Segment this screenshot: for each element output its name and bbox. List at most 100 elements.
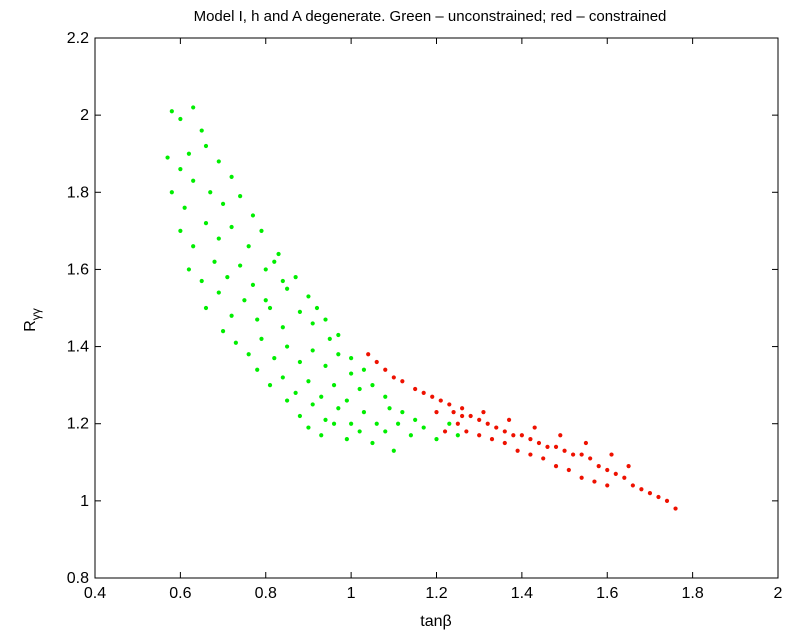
scatter-point-s0-47 [233, 340, 238, 345]
scatter-point-s1-19 [528, 437, 533, 442]
y-axis-label-sub: γγ [29, 308, 43, 320]
scatter-point-s0-67 [370, 383, 375, 388]
scatter-point-s0-54 [323, 363, 328, 368]
x-tick-label-1: 0.6 [169, 585, 191, 602]
scatter-point-s0-39 [255, 317, 260, 322]
scatter-point-s1-30 [622, 475, 627, 480]
scatter-point-s0-65 [344, 398, 349, 403]
scatter-point-s0-87 [395, 421, 401, 426]
scatter-point-s0-1 [178, 116, 183, 122]
scatter-point-s1-21 [545, 444, 550, 449]
y-tick-label-7: 2.2 [67, 30, 89, 47]
scatter-point-s1-20 [536, 440, 542, 446]
scatter-point-s0-5 [178, 167, 183, 172]
scatter-point-s0-58 [255, 367, 260, 372]
scatter-point-s1-42 [502, 440, 507, 446]
y-axis-label-main: R [22, 320, 39, 332]
scatter-point-s1-3 [391, 375, 396, 380]
scatter-point-s1-29 [613, 471, 618, 476]
scatter-point-s0-68 [383, 394, 388, 399]
scatter-point-s0-60 [280, 375, 285, 380]
scatter-point-s0-61 [293, 390, 298, 395]
scatter-point-s1-6 [421, 390, 426, 395]
scatter-point-s0-89 [421, 425, 426, 430]
scatter-point-s1-51 [434, 410, 439, 415]
scatter-point-s0-18 [191, 244, 196, 249]
scatter-point-s1-25 [579, 452, 584, 457]
scatter-point-s0-66 [357, 386, 362, 392]
scatter-point-s0-80 [306, 425, 311, 430]
scatter-point-s0-73 [336, 406, 341, 411]
scatter-point-s1-56 [558, 433, 563, 438]
scatter-point-s0-71 [310, 402, 315, 407]
scatter-point-s0-4 [165, 155, 170, 160]
scatter-point-s1-5 [413, 386, 418, 392]
scatter-point-s0-79 [413, 417, 418, 422]
scatter-point-s0-0 [169, 109, 174, 114]
scatter-point-s0-53 [310, 348, 315, 353]
scatter-point-s1-18 [519, 433, 524, 438]
scatter-point-s1-40 [477, 433, 482, 438]
scatter-point-s1-22 [553, 444, 559, 449]
scatter-point-s1-55 [532, 425, 537, 430]
scatter-point-s0-77 [387, 406, 392, 411]
scatter-point-s0-95 [272, 259, 277, 264]
y-tick-label-3: 1.4 [67, 339, 89, 356]
scatter-point-s0-40 [267, 305, 273, 311]
scatter-point-s0-23 [259, 228, 264, 233]
scatter-point-s0-27 [212, 259, 217, 264]
scatter-point-s0-88 [408, 433, 413, 438]
scatter-point-s1-1 [374, 359, 379, 365]
scatter-point-s1-38 [455, 421, 460, 426]
scatter-point-s0-28 [225, 275, 230, 280]
scatter-point-s0-78 [400, 410, 405, 415]
scatter-point-s0-15 [238, 194, 243, 199]
scatter-point-s1-34 [656, 494, 661, 500]
scatter-point-s0-45 [336, 332, 341, 338]
scatter-point-s0-74 [349, 421, 354, 426]
scatter-point-s0-83 [344, 437, 349, 442]
scatter-point-s1-16 [502, 429, 507, 434]
scatter-point-s1-44 [528, 452, 533, 457]
y-tick-label-0: 0.8 [67, 570, 89, 587]
x-tick-label-7: 1.8 [682, 585, 704, 602]
x-tick-label-8: 2 [774, 585, 783, 602]
scatter-point-s0-76 [374, 421, 379, 426]
scatter-point-s0-42 [297, 309, 302, 314]
scatter-point-s0-52 [297, 359, 302, 365]
scatter-point-s1-2 [383, 367, 388, 372]
scatter-point-s0-94 [263, 298, 268, 303]
scatter-point-s0-50 [272, 356, 277, 361]
x-tick-label-0: 0.4 [84, 585, 106, 602]
scatter-point-s0-48 [246, 352, 251, 357]
scatter-point-s0-31 [263, 267, 268, 272]
scatter-point-s1-35 [664, 498, 670, 503]
scatter-point-s0-6 [186, 151, 192, 156]
x-tick-label-3: 1 [347, 585, 356, 602]
scatter-point-s0-29 [238, 263, 243, 268]
scatter-point-s0-90 [391, 448, 396, 453]
y-tick-label-2: 1.2 [67, 416, 89, 433]
scatter-point-s0-51 [284, 344, 290, 349]
scatter-point-s0-37 [229, 313, 234, 318]
scatter-point-s0-7 [203, 143, 209, 149]
scatter-point-s1-13 [477, 417, 482, 422]
scatter-point-s0-20 [216, 236, 221, 241]
scatter-point-s1-27 [596, 464, 601, 469]
x-tick-label-6: 1.6 [596, 585, 618, 602]
data-points [165, 105, 678, 511]
scatter-point-s0-43 [310, 321, 315, 326]
scatter-point-s0-92 [447, 421, 452, 426]
scatter-point-s0-81 [319, 433, 324, 438]
y-tick-label-5: 1.8 [67, 184, 89, 201]
scatter-point-s0-96 [284, 286, 290, 291]
scatter-point-s1-12 [468, 413, 473, 419]
chart-title: Model I, h and A degenerate. Green – unc… [194, 8, 667, 25]
scatter-point-s1-58 [609, 452, 614, 457]
scatter-point-s1-36 [673, 506, 678, 511]
scatter-point-s1-0 [366, 352, 371, 357]
scatter-point-s0-25 [186, 267, 192, 272]
scatter-point-s0-55 [336, 352, 341, 357]
y-tick-label-1: 1 [80, 493, 89, 510]
scatter-point-s1-46 [553, 464, 559, 469]
